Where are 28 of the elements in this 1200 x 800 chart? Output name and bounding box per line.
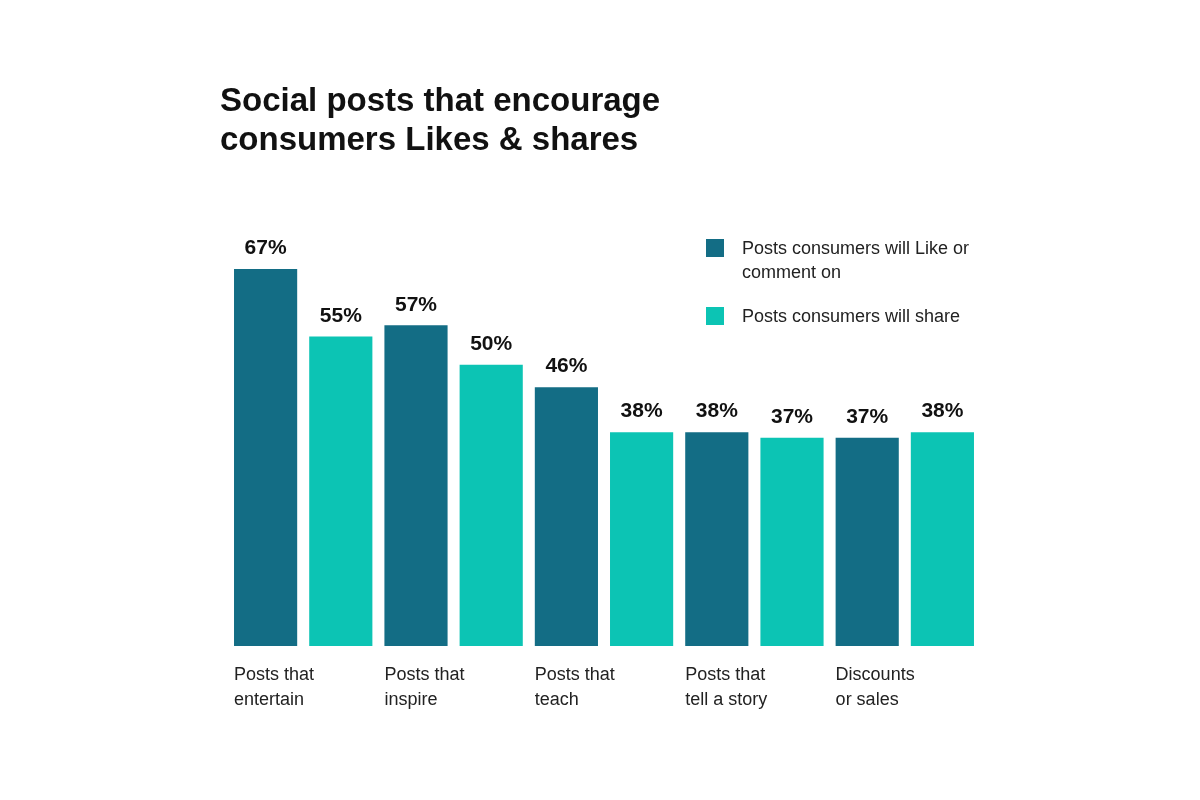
data-label: 67% <box>244 235 287 259</box>
bar <box>760 437 824 646</box>
data-label: 37% <box>770 404 814 428</box>
chart-title: Social posts that encourage consumers Likes & shares <box>220 80 661 158</box>
x-tick-label: Posts that teach <box>534 663 615 709</box>
legend-label: Posts consumers will share <box>742 305 961 328</box>
x-tick-label: Discounts or sales <box>835 663 915 709</box>
data-label: 55% <box>319 302 363 326</box>
data-label: 37% <box>846 404 889 428</box>
bar <box>309 336 373 646</box>
x-tick-label: Posts that inspire <box>384 663 465 709</box>
bar <box>534 387 598 646</box>
bar <box>685 432 749 646</box>
data-label: 46% <box>545 353 588 377</box>
data-label: 38% <box>620 398 663 422</box>
bar <box>910 432 974 646</box>
x-tick-label: Posts that entertain <box>234 663 315 709</box>
data-label: 50% <box>470 330 513 354</box>
data-label: 38% <box>921 398 964 422</box>
data-label: 57% <box>394 291 438 315</box>
bar <box>459 364 523 646</box>
legend-label: Posts consumers will Like or comment on <box>742 237 971 284</box>
x-tick-label: Posts that tell a story <box>685 663 768 709</box>
bar <box>835 437 899 646</box>
data-label: 38% <box>695 398 739 422</box>
bar <box>384 325 448 646</box>
bar <box>234 269 298 646</box>
bar <box>610 432 674 646</box>
